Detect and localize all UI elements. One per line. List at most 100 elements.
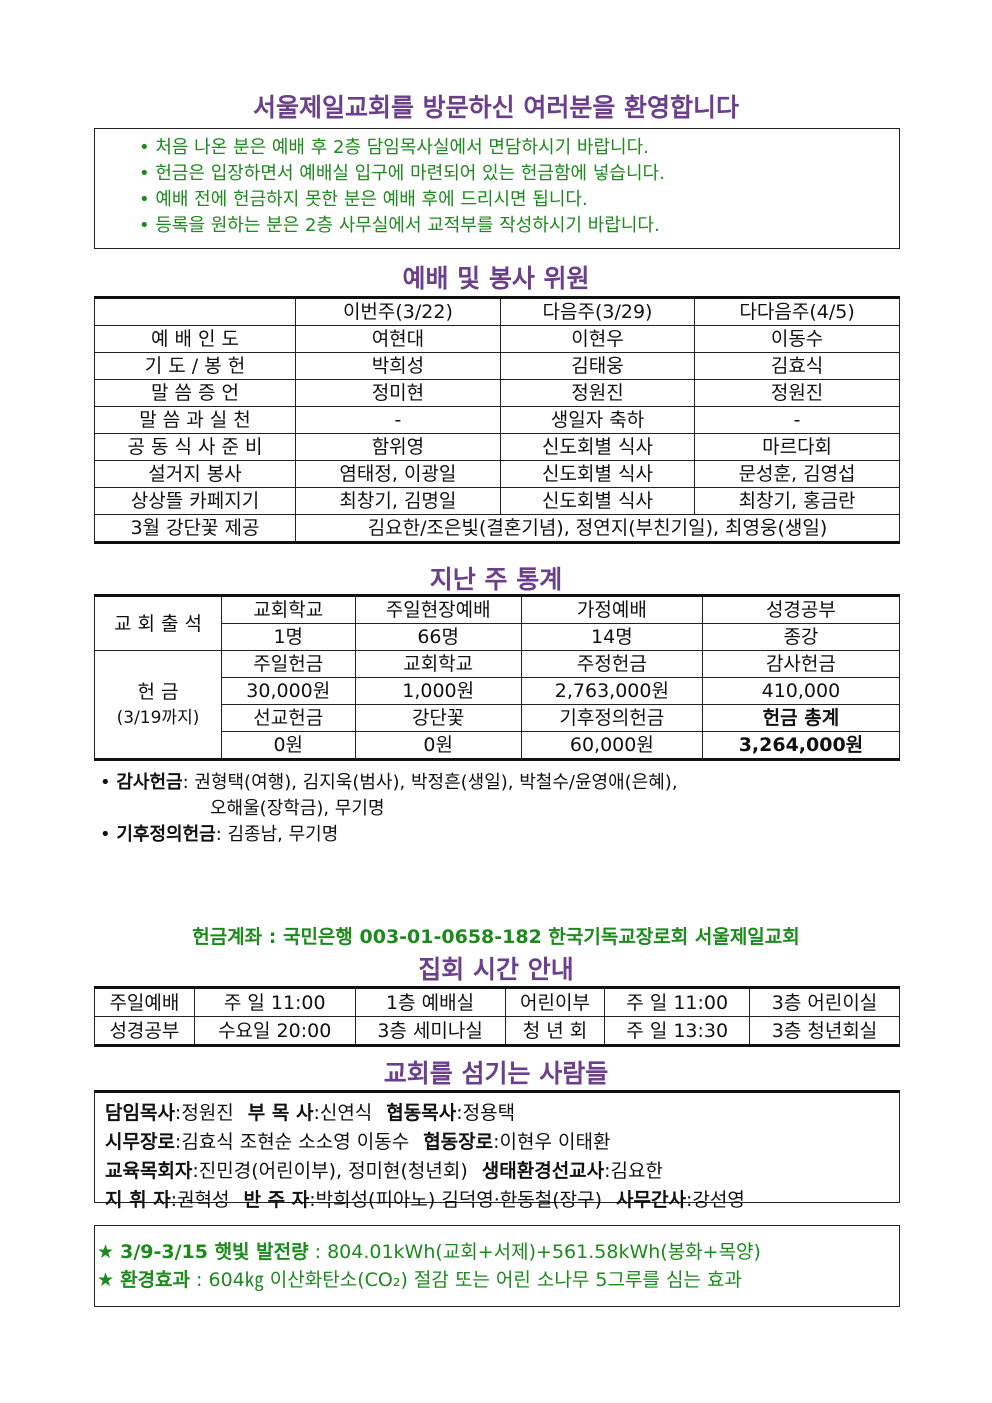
cell: 청 년 회 [504, 1016, 606, 1046]
cell: 2,763,000원 [520, 677, 703, 705]
cell: - [295, 406, 501, 434]
cell: 주 일 11:00 [193, 987, 356, 1017]
cell: 공 동 식 사 준 비 [94, 433, 296, 461]
cell: - [694, 406, 900, 434]
staff-line: 담임목사:정원진 부 목 사:신연식 협동목사:정용택 [105, 1102, 516, 1124]
cell: 어린이부 [504, 987, 606, 1017]
cell: 66명 [354, 623, 522, 651]
table-row: 기 도 / 봉 헌 박희성 김태웅 김효식 [94, 352, 900, 380]
cell: 신도회별 식사 [499, 487, 696, 515]
cell: 말 씀 증 언 [94, 379, 296, 407]
welcome-item: • 예배 전에 헌금하지 못한 분은 예배 후에 드리시면 됩니다. [139, 189, 588, 210]
environment-effect: ★ 환경효과 : 604㎏ 이산화탄소(CO₂) 절감 또는 어린 소나무 5그… [97, 1269, 742, 1291]
cell: 헌금 총계 [701, 704, 901, 732]
cell: 0원 [221, 731, 356, 760]
solar-box: ★ 3/9-3/15 햇빛 발전량 : 804.01kWh(교회+서제)+561… [94, 1225, 900, 1307]
cell: 0원 [354, 731, 522, 760]
duty-title: 예배 및 봉사 위원 [402, 264, 590, 293]
welcome-title: 서울제일교회를 방문하신 여러분을 환영합니다 [252, 93, 740, 122]
thanks-offering-cont: 오해울(장학금), 무기명 [210, 798, 385, 819]
cell: 이번주(3/22) [295, 297, 501, 326]
staff-line: 시무장로:김효식 조현순 소소영 이동수 협동장로:이현우 이태환 [105, 1131, 611, 1153]
cell: 다음주(3/29) [499, 297, 696, 326]
cell: 가정예배 [520, 595, 703, 624]
cell: 생일자 축하 [499, 406, 696, 434]
meetings-title: 집회 시간 안내 [418, 955, 574, 984]
welcome-item: • 헌금은 입장하면서 예배실 입구에 마련되어 있는 헌금함에 넣습니다. [139, 163, 665, 184]
thanks-offering: • 감사헌금: 권형택(여행), 김지욱(범사), 박정흔(생일), 박철수/윤… [100, 772, 678, 793]
account-info: 헌금계좌 : 국민은행 003-01-0658-182 한국기독교장로회 서울제… [192, 926, 800, 948]
table-header-row: 이번주(3/22) 다음주(3/29) 다다음주(4/5) [94, 297, 900, 326]
welcome-item: • 처음 나온 분은 예배 후 2층 담임목사실에서 면담하시기 바랍니다. [139, 137, 649, 158]
cell: 1명 [221, 623, 356, 651]
welcome-item: • 등록을 원하는 분은 2층 사무실에서 교적부를 작성하시기 바랍니다. [139, 215, 660, 236]
cell: 박희성 [295, 352, 501, 380]
cell: 선교헌금 [221, 704, 356, 732]
cell: 이동수 [694, 325, 900, 353]
table-row: 공 동 식 사 준 비 함위영 신도회별 식사 마르다회 [94, 433, 900, 461]
star-icon: ★ [97, 1269, 115, 1291]
cell: 신도회별 식사 [499, 460, 696, 488]
cell: 여현대 [295, 325, 501, 353]
cell: 김효식 [694, 352, 900, 380]
total-offering: 3,264,000원 [701, 731, 901, 760]
cell: 교회학교 [354, 650, 522, 678]
cell: 1층 예배실 [354, 987, 506, 1017]
star-icon: ★ [97, 1241, 115, 1263]
table-row: 상상뜰 카페지기 최창기, 김명일 신도회별 식사 최창기, 홍금란 [94, 487, 900, 515]
cell: 3층 세미나실 [354, 1016, 506, 1046]
offering-label: 헌 금 (3/19까지) [94, 650, 222, 760]
cell: 주정헌금 [520, 650, 703, 678]
staff-title: 교회를 섬기는 사람들 [383, 1059, 609, 1088]
table-row: 말 씀 증 언 정미현 정원진 정원진 [94, 379, 900, 407]
cell: 3월 강단꽃 제공 [94, 514, 296, 543]
cell: 성경공부 [701, 595, 901, 624]
table-row: 말 씀 과 실 천 - 생일자 축하 - [94, 406, 900, 434]
cell: 1,000원 [354, 677, 522, 705]
cell: 최창기, 홍금란 [694, 487, 900, 515]
cell: 함위영 [295, 433, 501, 461]
cell: 염태정, 이광일 [295, 460, 501, 488]
climate-offering: • 기후정의헌금: 김종남, 무기명 [100, 824, 339, 845]
cell: 410,000 [701, 677, 901, 705]
cell: 예 배 인 도 [94, 325, 296, 353]
cell: 마르다회 [694, 433, 900, 461]
cell: 교회학교 [221, 595, 356, 624]
cell: 주 일 11:00 [604, 987, 751, 1017]
cell: 설거지 봉사 [94, 460, 296, 488]
cell: 김요한/조은빛(결혼기념), 정연지(부친기일), 최영웅(생일) [295, 514, 900, 543]
welcome-box: • 처음 나온 분은 예배 후 2층 담임목사실에서 면담하시기 바랍니다. •… [94, 128, 900, 249]
table-row: 주일예배 주 일 11:00 1층 예배실 어린이부 주 일 11:00 3층 어린이실 [94, 987, 900, 1017]
cell: 감사헌금 [701, 650, 901, 678]
cell: 정미현 [295, 379, 501, 407]
cell: 문성훈, 김영섭 [694, 460, 900, 488]
cell: 수요일 20:00 [193, 1016, 356, 1046]
cell: 정원진 [694, 379, 900, 407]
attendance-label: 교 회 출 석 [94, 595, 222, 651]
solar-generation: ★ 3/9-3/15 햇빛 발전량 : 804.01kWh(교회+서제)+561… [97, 1241, 761, 1263]
cell: 강단꽃 [354, 704, 522, 732]
stats-table: 교 회 출 석 교회학교 주일현장예배 가정예배 성경공부 1명 66명 14명 종강 헌 … [94, 594, 901, 761]
cell: 김태웅 [499, 352, 696, 380]
staff-line: 교육목회자:진민경(어린이부), 정미현(청년회) 생태환경선교사:김요한 [105, 1160, 663, 1182]
duty-table: 이번주(3/22) 다음주(3/29) 다다음주(4/5) 예 배 인 도 여현대 이현우… [94, 296, 900, 544]
cell: 30,000원 [221, 677, 356, 705]
cell: 주 일 13:30 [604, 1016, 751, 1046]
cell: 신도회별 식사 [499, 433, 696, 461]
cell: 주일현장예배 [354, 595, 522, 624]
cell: 성경공부 [94, 1016, 195, 1046]
cell [94, 297, 296, 326]
cell: 기 도 / 봉 헌 [94, 352, 296, 380]
cell: 60,000원 [520, 731, 703, 760]
table-row: 설거지 봉사 염태정, 이광일 신도회별 식사 문성훈, 김영섭 [94, 460, 900, 488]
table-row: 3월 강단꽃 제공 김요한/조은빛(결혼기념), 정연지(부친기일), 최영웅(생… [94, 514, 900, 543]
cell: 이현우 [499, 325, 696, 353]
table-row: 예 배 인 도 여현대 이현우 이동수 [94, 325, 900, 353]
cell: 주일예배 [94, 987, 195, 1017]
cell: 말 씀 과 실 천 [94, 406, 296, 434]
cell: 기후정의헌금 [520, 704, 703, 732]
cell: 다다음주(4/5) [694, 297, 900, 326]
